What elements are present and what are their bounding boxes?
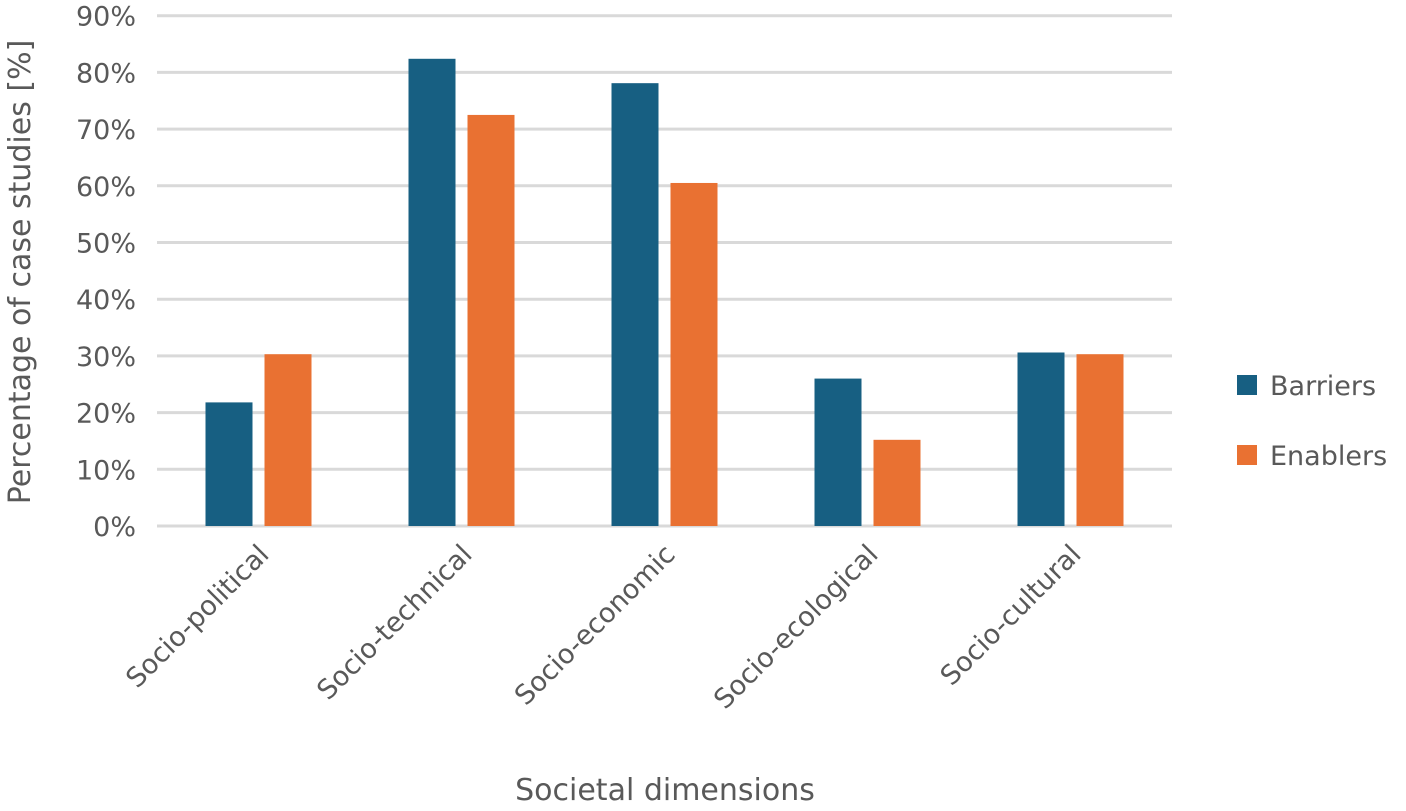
x-tick-label: Socio-technical (311, 539, 478, 706)
y-tick-label: 60% (76, 172, 136, 203)
bar-enablers-socio-ecological (873, 439, 921, 526)
y-tick-label: 70% (76, 115, 136, 146)
bar-barriers-socio-political (205, 402, 253, 526)
y-tick-label: 10% (76, 455, 136, 486)
x-tick-label: Socio-economic (509, 539, 682, 712)
bar-enablers-socio-technical (467, 114, 515, 527)
legend-label-barriers: Barriers (1270, 371, 1376, 402)
x-tick-label: Socio-ecological (708, 539, 884, 715)
y-tick-label: 50% (76, 229, 136, 260)
y-axis-title: Percentage of case studies [%] (3, 40, 38, 505)
y-tick-label: 80% (76, 58, 136, 89)
bar-barriers-socio-economic (611, 83, 659, 526)
legend-swatch-enablers (1237, 445, 1257, 465)
bar-enablers-socio-political (264, 354, 312, 526)
y-tick-label: 20% (76, 399, 136, 430)
y-tick-label: 0% (93, 512, 136, 543)
x-axis-title: Societal dimensions (515, 773, 815, 807)
y-tick-label: 40% (76, 285, 136, 316)
x-tick-label: Socio-political (120, 539, 275, 694)
y-tick-label: 90% (76, 2, 136, 33)
legend-swatch-barriers (1237, 375, 1257, 395)
bar-barriers-socio-technical (408, 58, 456, 527)
y-tick-label: 30% (76, 342, 136, 373)
bar-barriers-socio-cultural (1017, 352, 1065, 526)
bar-enablers-socio-cultural (1076, 354, 1124, 526)
x-tick-label: Socio-cultural (935, 539, 1088, 692)
bar-enablers-socio-economic (670, 182, 718, 526)
bar-barriers-socio-ecological (814, 378, 862, 526)
legend-label-enablers: Enablers (1270, 441, 1387, 472)
